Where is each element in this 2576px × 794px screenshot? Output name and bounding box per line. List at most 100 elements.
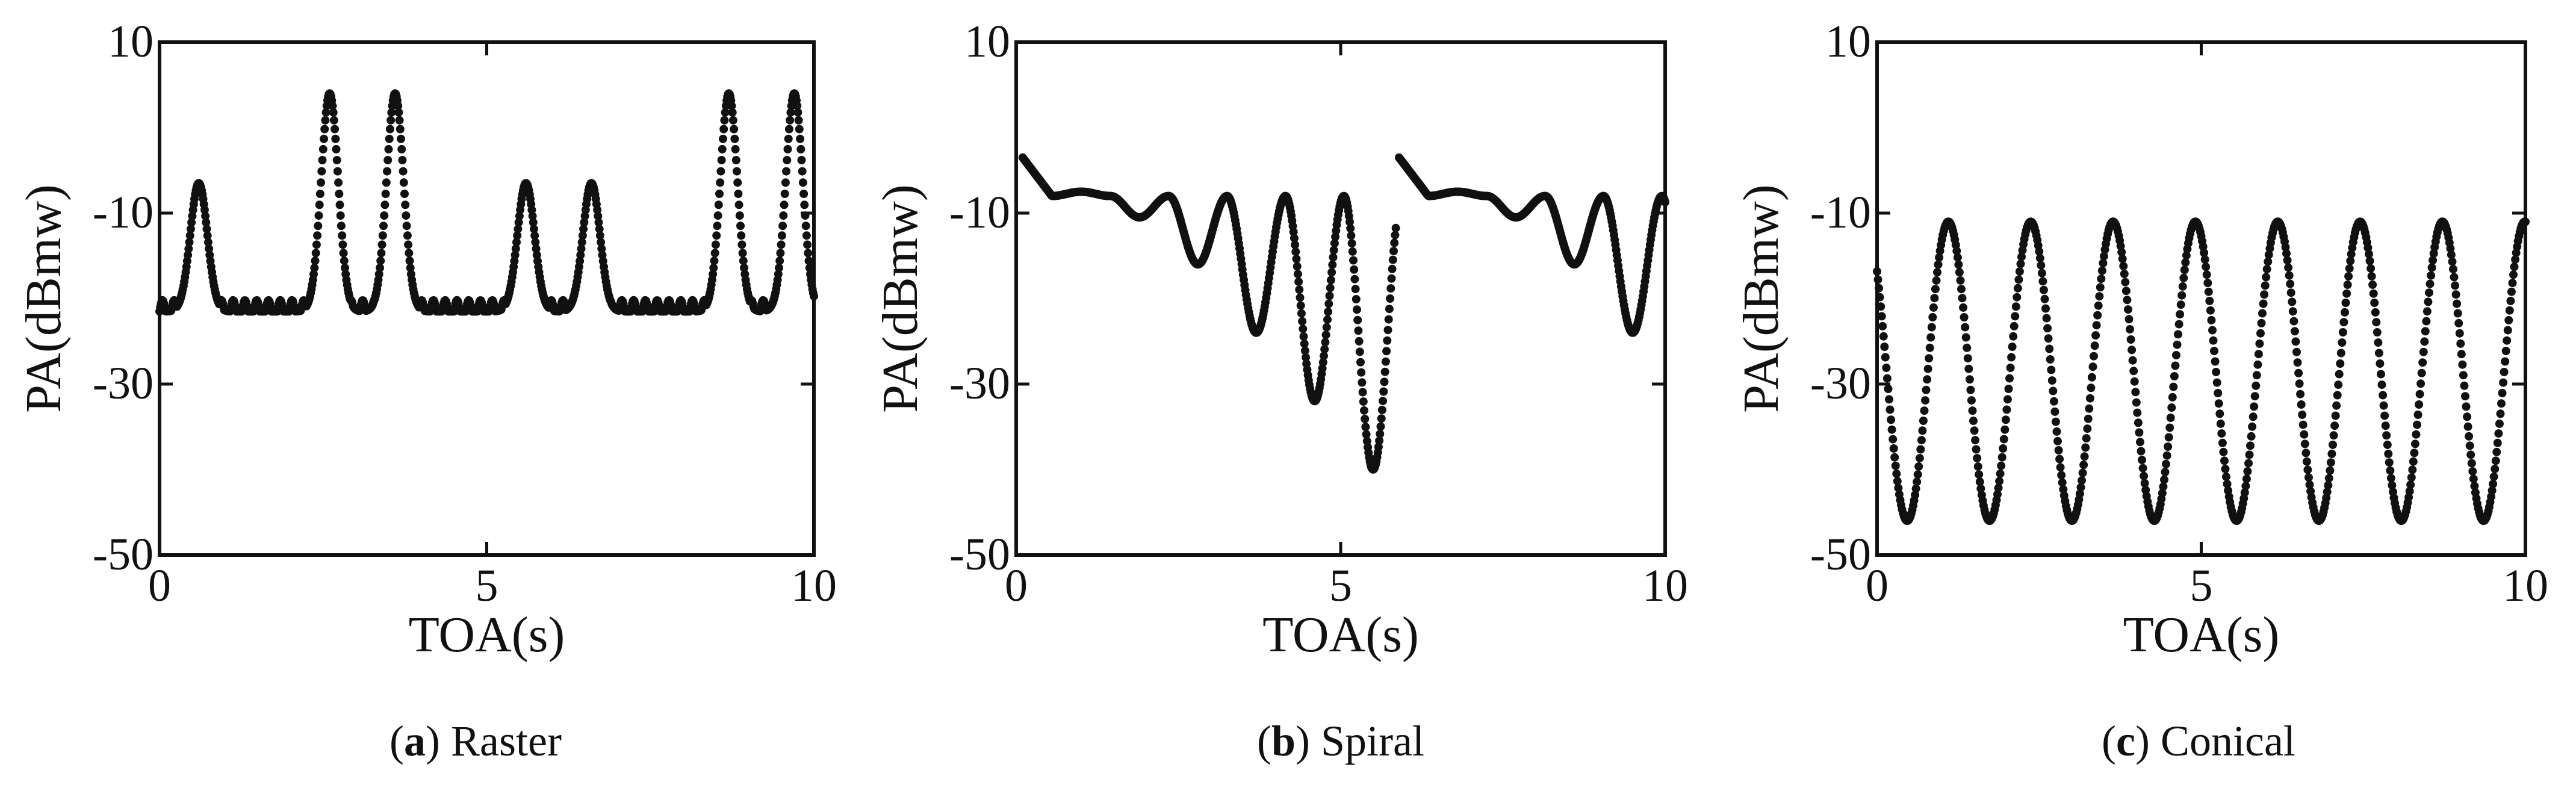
- data-point: [2368, 281, 2377, 289]
- data-point: [2081, 443, 2090, 452]
- data-point: [318, 144, 327, 154]
- data-point: [720, 116, 729, 125]
- data-point: [2462, 402, 2471, 411]
- data-point: [1887, 425, 1896, 434]
- data-point: [2376, 359, 2385, 368]
- data-point: [2247, 432, 2256, 441]
- data-point: [2301, 448, 2311, 457]
- data-point: [1299, 332, 1308, 341]
- data-point: [2381, 421, 2390, 430]
- data-point: [2009, 332, 2018, 341]
- data-point: [2521, 217, 2530, 226]
- data-point: [382, 178, 391, 187]
- data-point: [2262, 265, 2271, 274]
- data-point: [2173, 340, 2182, 349]
- data-point: [377, 240, 386, 249]
- data-point: [786, 116, 795, 125]
- data-point: [1911, 491, 1920, 500]
- data-point: [2117, 247, 2126, 256]
- data-point: [2347, 250, 2356, 259]
- data-point: [804, 256, 813, 265]
- data-point: [2377, 380, 2386, 389]
- data-point: [334, 178, 343, 187]
- data-point: [2014, 275, 2023, 284]
- data-point: [1362, 430, 1371, 439]
- y-tick-label: -10: [93, 187, 154, 238]
- data-point: [579, 225, 588, 234]
- data-point: [1380, 377, 1389, 386]
- data-point: [402, 222, 411, 231]
- data-point: [1290, 234, 1299, 243]
- data-point: [2241, 482, 2250, 491]
- data-point: [203, 238, 213, 247]
- data-point: [779, 211, 788, 220]
- x-tick-label: 0: [1005, 560, 1028, 611]
- data-point: [1391, 223, 1400, 232]
- data-point: [2207, 315, 2216, 324]
- data-point: [2331, 411, 2340, 420]
- data-point: [185, 231, 194, 240]
- data-point: [2132, 398, 2141, 407]
- data-point: [2300, 439, 2309, 448]
- data-point: [1353, 315, 1362, 324]
- data-point: [2386, 466, 2395, 475]
- data-point: [734, 200, 743, 209]
- data-point: [1295, 285, 1304, 294]
- data-point: [2495, 419, 2504, 428]
- data-point: [1346, 224, 1355, 233]
- data-point: [782, 167, 791, 176]
- data-point: [2250, 392, 2259, 401]
- data-point: [2174, 320, 2183, 329]
- data-point: [317, 167, 326, 176]
- data-point: [2259, 299, 2268, 308]
- data-point: [2341, 299, 2350, 307]
- data-point: [2422, 307, 2432, 316]
- data-point: [2182, 251, 2191, 260]
- data-point: [1875, 284, 1884, 293]
- data-point: [2283, 256, 2292, 265]
- data-point: [1320, 345, 1329, 354]
- data-point: [1934, 260, 1943, 269]
- data-point: [2211, 357, 2220, 366]
- data-point: [2501, 347, 2510, 355]
- data-point: [1972, 445, 1981, 454]
- data-point: [1876, 302, 1885, 311]
- data-point: [1961, 333, 1970, 342]
- data-point: [580, 211, 589, 220]
- data-point: [1935, 253, 1944, 262]
- data-point: [309, 270, 318, 279]
- data-point: [1361, 423, 1370, 432]
- data-point: [1957, 285, 1966, 294]
- data-point: [2049, 386, 2058, 395]
- data-point: [1968, 406, 1977, 415]
- data-point: [2046, 355, 2055, 364]
- caption-raster: (a) Raster: [114, 716, 837, 766]
- data-point: [733, 178, 742, 187]
- data-point: [2253, 360, 2262, 369]
- data-point: [2041, 304, 2050, 313]
- data-point: [2092, 321, 2101, 330]
- data-point: [1320, 352, 1328, 361]
- chart-panel-conical: -50 -30 -10 10 0 5 10 TOA(s) PA(dBmw): [1733, 16, 2548, 663]
- data-series-raster: [155, 89, 818, 316]
- data-point: [1391, 231, 1400, 240]
- data-point: [577, 238, 586, 247]
- data-point: [2305, 480, 2314, 489]
- data-series-spiral: [1018, 153, 1669, 474]
- data-point: [1890, 453, 1899, 462]
- data-point: [2508, 279, 2517, 288]
- data-point: [1326, 284, 1335, 293]
- data-point: [384, 144, 393, 154]
- data-point: [2323, 488, 2332, 497]
- data-point: [2446, 244, 2455, 253]
- data-point: [1919, 417, 1928, 425]
- data-point: [1911, 484, 1920, 493]
- data-point: [1354, 326, 1363, 335]
- data-point: [340, 256, 349, 265]
- data-point: [2451, 281, 2460, 290]
- data-point: [2055, 454, 2064, 464]
- data-point: [2415, 389, 2424, 399]
- data-point: [1923, 364, 1932, 373]
- data-point: [2457, 350, 2466, 359]
- data-point: [2058, 478, 2067, 487]
